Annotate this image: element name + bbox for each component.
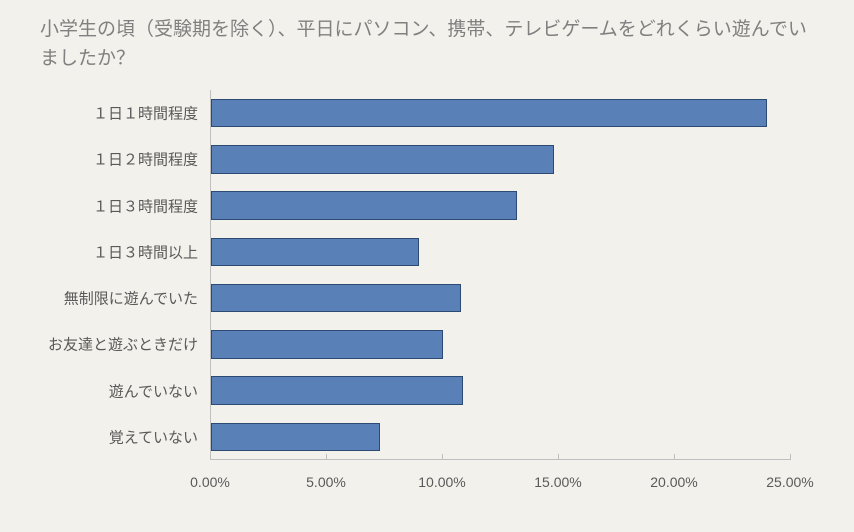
bar-row [211,99,790,128]
y-axis-label: 遊んでいない [8,380,198,401]
bar-row [211,191,790,220]
chart-title: 小学生の頃（受験期を除く）、平日にパソコン、携帯、テレビゲームをどれくらい遊んで… [40,16,814,73]
plot: 0.00%5.00%10.00%15.00%20.00%25.00% [210,90,790,490]
bar-row [211,145,790,174]
y-axis-label: １日２時間程度 [8,149,198,170]
x-axis-label: 0.00% [190,474,230,490]
bar [211,191,517,220]
x-tick [674,454,675,460]
bar-row [211,376,790,405]
bar-row [211,423,790,452]
plot-area [210,90,790,460]
y-axis-label: １日３時間以上 [8,241,198,262]
x-tick [326,454,327,460]
x-tick [442,454,443,460]
x-tick [790,454,791,460]
x-axis-label: 20.00% [650,474,697,490]
bar-row [211,330,790,359]
y-axis-label: １日１時間程度 [8,103,198,124]
y-axis-label: 無制限に遊んでいた [8,288,198,309]
bar [211,376,463,405]
x-tick [558,454,559,460]
bar-row [211,284,790,313]
x-tick [210,454,211,460]
bar [211,238,419,267]
bar [211,145,554,174]
bar [211,330,443,359]
y-axis-label: １日３時間程度 [8,195,198,216]
bar [211,284,461,313]
y-axis-label: 覚えていない [8,426,198,447]
bar [211,423,380,452]
bar-row [211,238,790,267]
chart-container: 小学生の頃（受験期を除く）、平日にパソコン、携帯、テレビゲームをどれくらい遊んで… [0,0,854,532]
x-axis-label: 5.00% [306,474,346,490]
y-axis-label: お友達と遊ぶときだけ [8,334,198,355]
x-axis-label: 10.00% [418,474,465,490]
x-axis-label: 25.00% [766,474,813,490]
bar [211,99,767,128]
x-axis-label: 15.00% [534,474,581,490]
